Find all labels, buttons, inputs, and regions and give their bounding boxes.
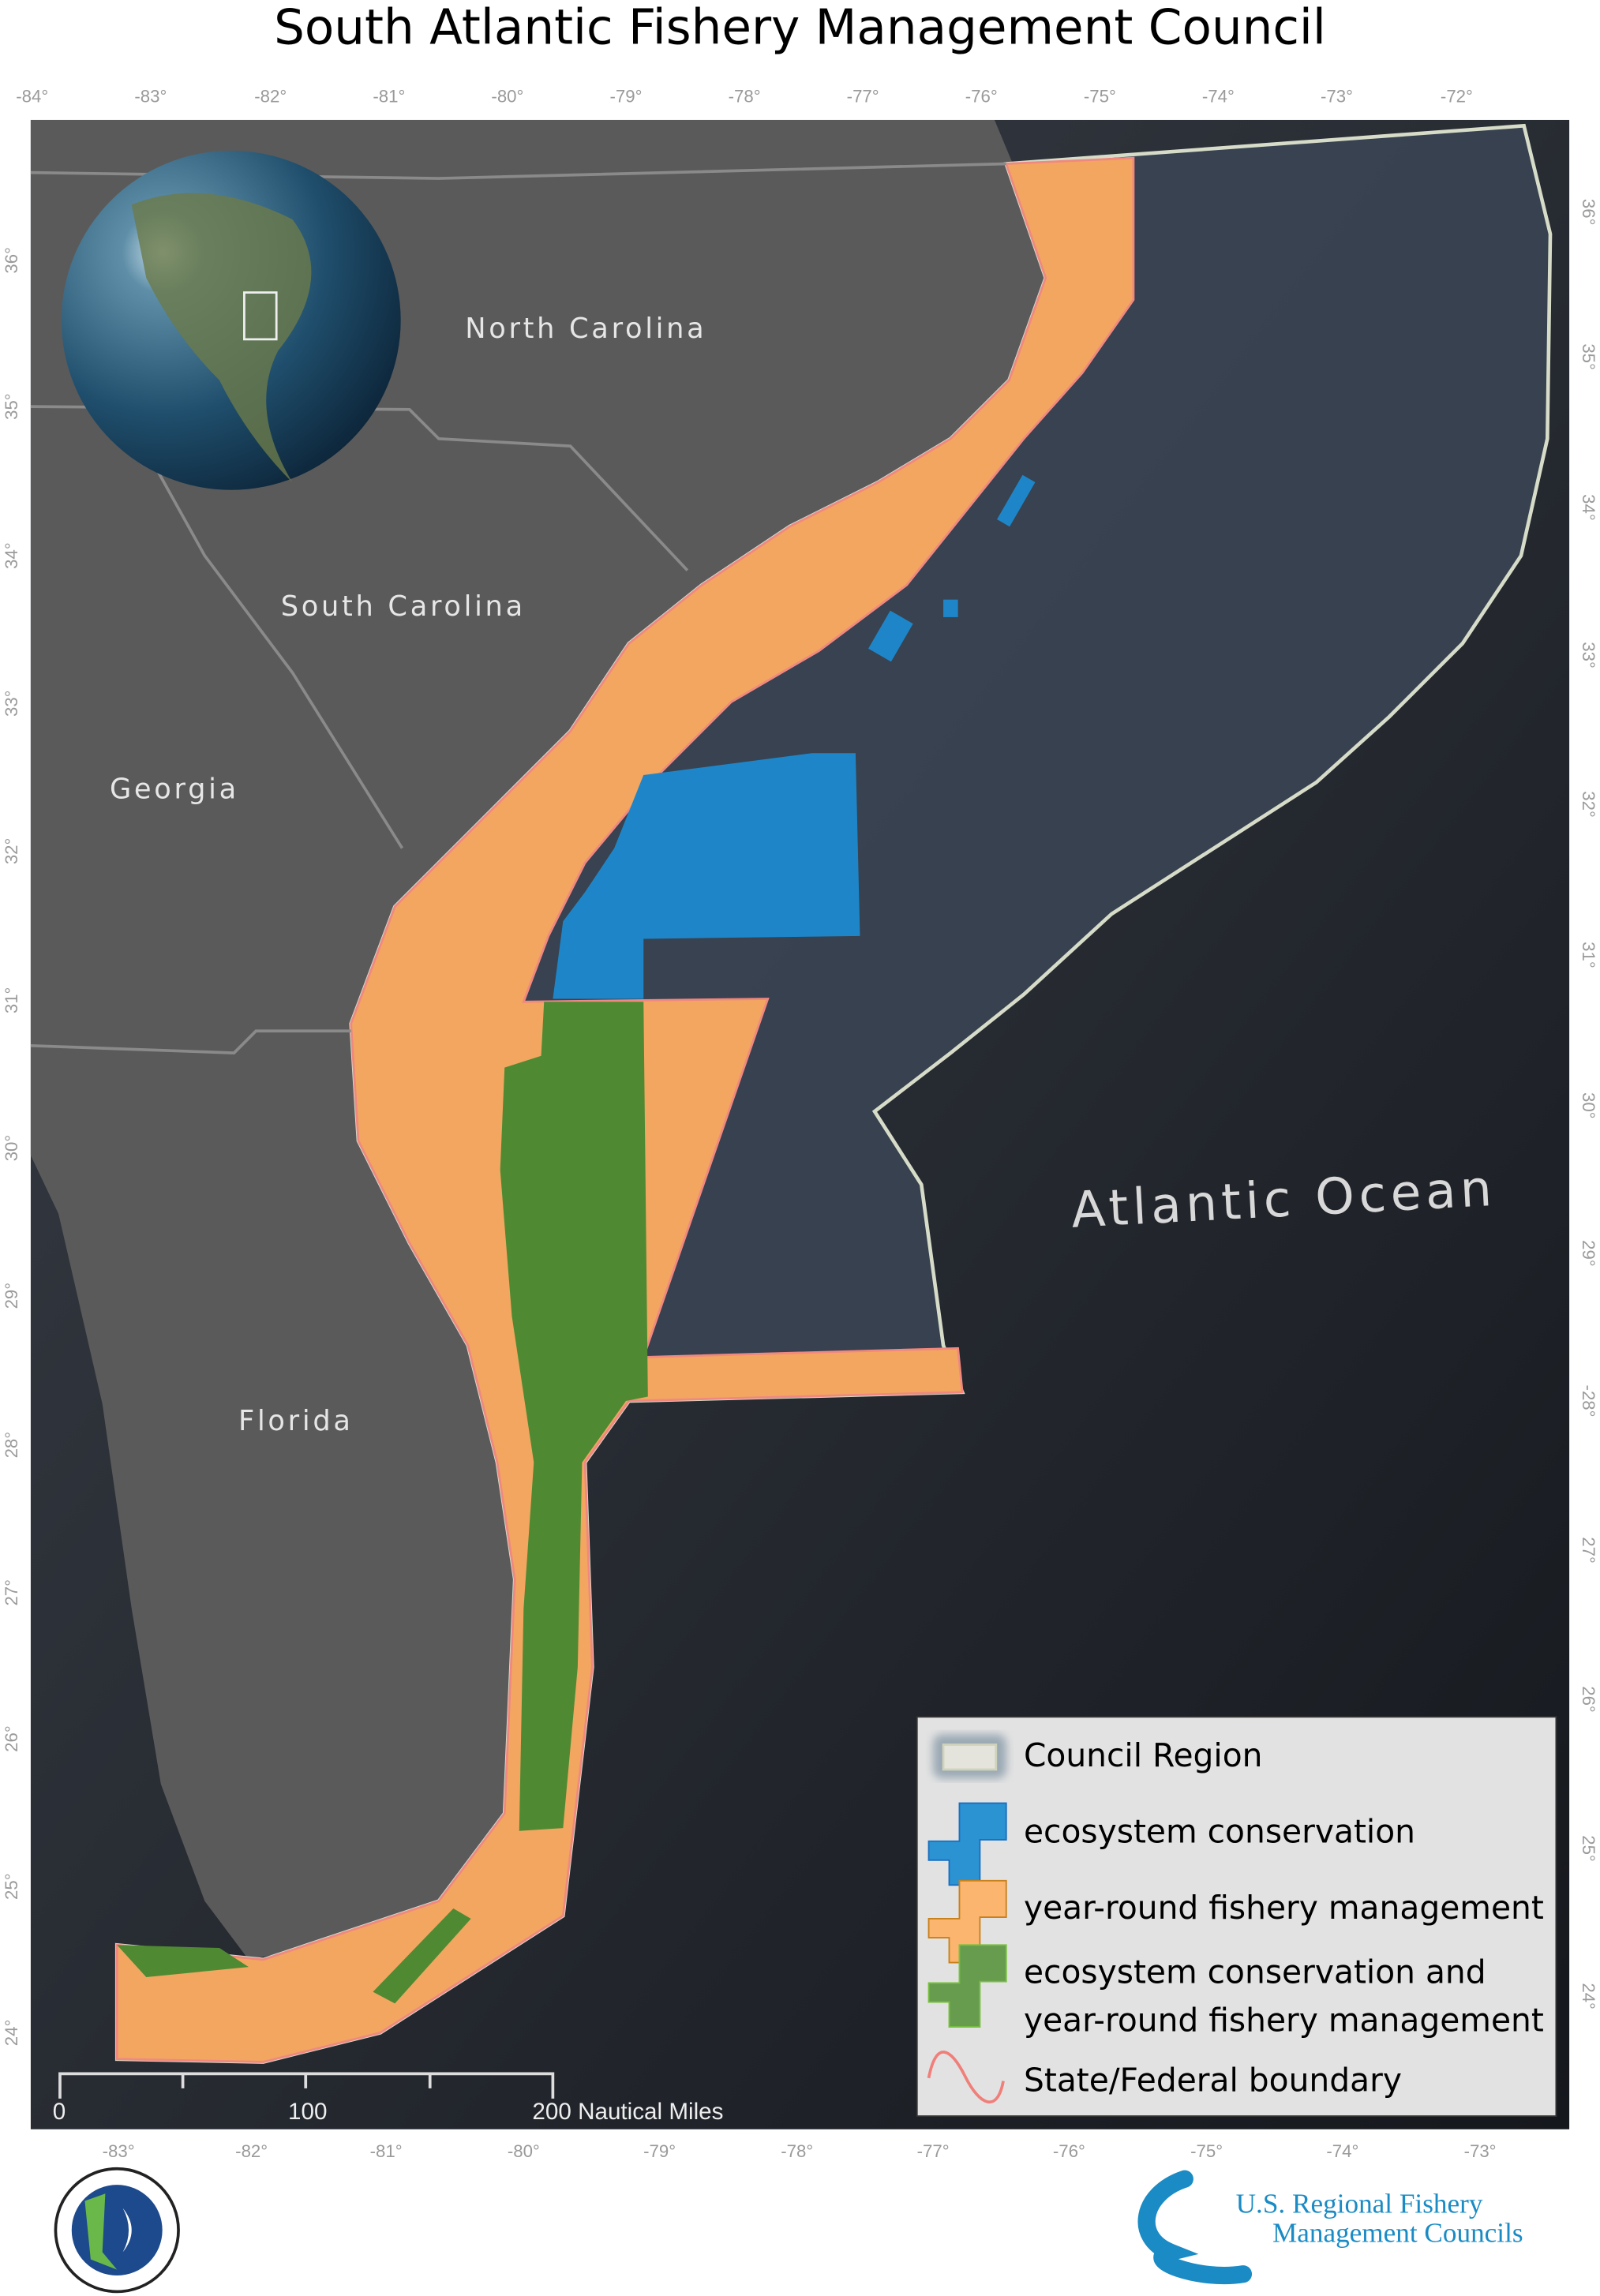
lat-tick: 35°: [2, 393, 21, 420]
lat-tick: 36°: [2, 247, 21, 274]
lat-tick: 35°: [1579, 343, 1598, 370]
map-frame: [30, 119, 1570, 2129]
lon-tick: -78°: [729, 87, 761, 107]
lat-tick: 32°: [2, 838, 21, 865]
bottom-longitude-labels: -83° -82° -81° -80° -79° -78° -77° -76° …: [103, 2141, 1497, 2161]
land-mainland: [30, 119, 1046, 1960]
scale-label-0: 0: [53, 2099, 66, 2125]
rfmc-line2: Management Councils: [1272, 2217, 1523, 2248]
lon-tick: -83°: [103, 2141, 135, 2161]
fishery-management-swatch: [927, 1879, 1007, 1964]
ecosystem-conservation-and-fishery-management-area: [117, 1945, 249, 1978]
lon-tick: -77°: [847, 87, 879, 107]
legend-state-federal-boundary: State/Federal boundary: [1024, 2062, 1402, 2099]
label-georgia: Georgia: [110, 773, 239, 806]
legend-combined-line2: year-round fishery management: [1024, 2002, 1544, 2039]
lat-tick: 30°: [1579, 1092, 1598, 1119]
lat-tick: 33°: [1579, 642, 1598, 669]
legend-combined-line1: ecosystem conservation and: [1024, 1953, 1486, 1991]
inset-extent: [243, 291, 278, 341]
scale-label-100: 100: [288, 2099, 327, 2125]
label-south-carolina: South Carolina: [281, 590, 526, 623]
ecosystem-conservation-swatch: [927, 1802, 1007, 1886]
lat-tick: -28°: [1579, 1385, 1598, 1418]
safmc-logo: [54, 2167, 180, 2294]
lat-tick: 26°: [2, 1725, 21, 1752]
lon-tick: -78°: [781, 2141, 813, 2161]
lat-tick: 29°: [1579, 1240, 1598, 1267]
lat-tick: 27°: [2, 1579, 21, 1606]
lon-tick: -81°: [373, 87, 405, 107]
legend: Council Region ecosystem conservation ye…: [916, 1716, 1557, 2118]
rfmc-logo: U.S. Regional Fishery Management Council…: [1137, 2170, 1523, 2285]
scale-bar: 0 100 200 Nautical Miles: [53, 2072, 723, 2125]
rfmc-line1: U.S. Regional Fishery: [1236, 2188, 1483, 2219]
lon-tick: -80°: [491, 87, 523, 107]
lat-tick: 34°: [2, 542, 21, 569]
lon-tick: -84°: [16, 87, 48, 107]
legend-ecosystem-conservation: ecosystem conservation: [1024, 1813, 1415, 1851]
ecosystem-conservation-area: [553, 753, 860, 999]
lon-tick: -75°: [1084, 87, 1116, 107]
ecosystem-conservation-and-fishery-management-area: [500, 1002, 648, 1831]
legend-fishery-management: year-round fishery management: [1024, 1889, 1544, 1927]
lat-tick: 28°: [2, 1432, 21, 1459]
ecosystem-conservation-area: [868, 610, 913, 662]
right-latitude-labels: 36° 35° 34° 33° 32° 31° 30° 29° -28° 27°…: [1579, 199, 1598, 2009]
lon-tick: -75°: [1190, 2141, 1223, 2161]
lat-tick: 34°: [1579, 494, 1598, 521]
lat-tick: 24°: [2, 2020, 21, 2047]
lon-tick: -73°: [1321, 87, 1353, 107]
top-longitude-labels: -84° -83° -82° -81° -80° -79° -78° -77° …: [16, 87, 1473, 107]
globe-inset: [61, 150, 401, 490]
lon-tick: -79°: [610, 87, 643, 107]
lon-tick: -76°: [1053, 2141, 1085, 2161]
lat-tick: 26°: [1579, 1686, 1598, 1713]
label-north-carolina: North Carolina: [465, 313, 706, 345]
lat-tick: 25°: [2, 1873, 21, 1900]
lon-tick: -80°: [508, 2141, 540, 2161]
ecosystem-conservation-and-fishery-management-area: [373, 1908, 471, 2004]
lat-tick: 36°: [1579, 199, 1598, 226]
lat-tick: 31°: [2, 987, 21, 1014]
lat-tick: 33°: [2, 690, 21, 717]
state-federal-boundary-swatch: [927, 2051, 1005, 2104]
lon-tick: -74°: [1202, 87, 1235, 107]
lon-tick: -82°: [235, 2141, 268, 2161]
lon-tick: -74°: [1326, 2141, 1358, 2161]
lat-tick: 31°: [1579, 942, 1598, 968]
lon-tick: -73°: [1464, 2141, 1497, 2161]
legend-council-region: Council Region: [1024, 1736, 1263, 1774]
lon-tick: -82°: [254, 87, 287, 107]
lat-tick: 24°: [1579, 1983, 1598, 2009]
lon-tick: -81°: [370, 2141, 403, 2161]
scale-label-200: 200 Nautical Miles: [532, 2099, 723, 2125]
lat-tick: 27°: [1579, 1537, 1598, 1564]
map-title: South Atlantic Fishery Management Counci…: [274, 0, 1326, 56]
label-florida: Florida: [238, 1405, 354, 1437]
ecosystem-conservation-area: [943, 599, 958, 617]
lon-tick: -77°: [917, 2141, 950, 2161]
lat-tick: 25°: [1579, 1835, 1598, 1862]
lat-tick: 29°: [2, 1283, 21, 1309]
left-latitude-labels: 36° 35° 34° 33° 32° 31° 30° 29° 28° 27° …: [2, 247, 21, 2046]
lon-tick: -83°: [134, 87, 167, 107]
lon-tick: -76°: [965, 87, 998, 107]
council-region-swatch: [942, 1744, 998, 1771]
lon-tick: -72°: [1441, 87, 1473, 107]
lat-tick: 30°: [2, 1135, 21, 1162]
lon-tick: -79°: [643, 2141, 676, 2161]
ecosystem-conservation-area: [997, 474, 1036, 527]
lat-tick: 32°: [1579, 791, 1598, 818]
combined-swatch: [927, 1944, 1007, 2028]
